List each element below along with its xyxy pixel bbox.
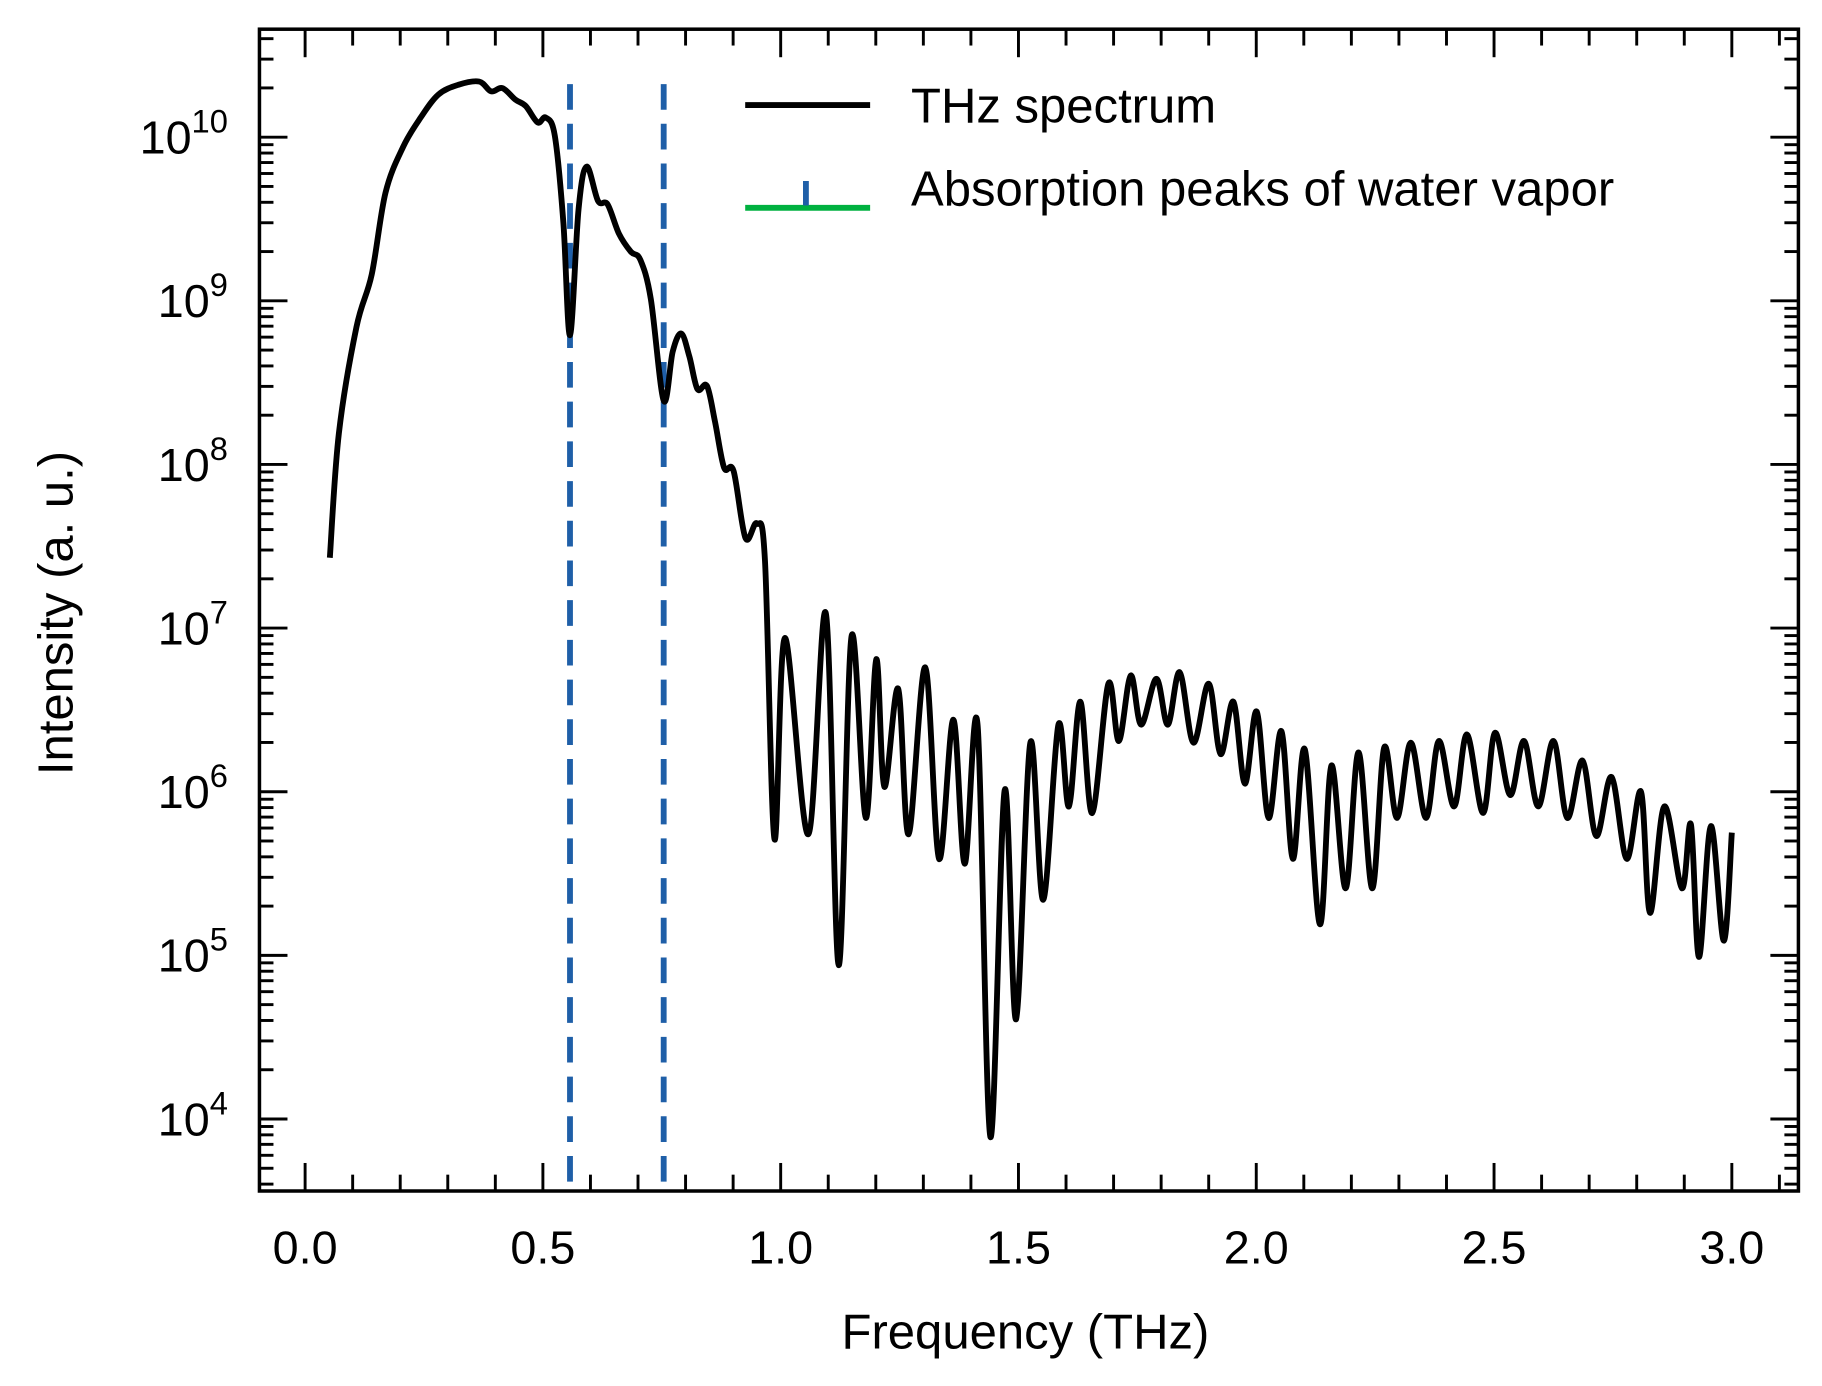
y-tick-label: 109 [158, 266, 228, 327]
x-tick-label: 3.0 [1699, 1221, 1764, 1273]
legend-spectrum-label: THz spectrum [911, 80, 1216, 134]
y-tick-labels: 104 105 106 107 108 109 1010 [140, 103, 228, 1146]
plot-frame [257, 27, 1801, 1193]
y-tick-label: 104 [158, 1084, 228, 1145]
thz-spectrum-line [326, 78, 1735, 1140]
water-vapor-lines [567, 84, 667, 1192]
legend-water-label: Absorption peaks of water vapor [911, 163, 1614, 217]
x-tick-label: 0.0 [273, 1221, 338, 1273]
x-tick-label: 2.0 [1224, 1221, 1289, 1273]
y-tick-label: 105 [158, 921, 228, 982]
x-tick-labels: 0.0 0.5 1.0 1.5 2.0 2.5 3.0 [273, 1221, 1765, 1273]
x-axis-title: Frequency (THz) [842, 1306, 1210, 1360]
axis-ticks [259, 29, 1799, 1192]
x-tick-label: 1.0 [748, 1221, 813, 1273]
y-tick-label: 1010 [140, 103, 228, 164]
y-tick-label: 106 [158, 757, 228, 818]
x-tick-label: 0.5 [510, 1221, 575, 1273]
y-tick-label: 107 [158, 593, 228, 654]
legend: THz spectrum Absorption peaks of water v… [745, 80, 1614, 217]
y-tick-label: 108 [158, 430, 228, 491]
x-tick-label: 2.5 [1462, 1221, 1527, 1273]
x-tick-label: 1.5 [986, 1221, 1051, 1273]
y-axis-title: Intensity (a. u.) [30, 451, 84, 775]
